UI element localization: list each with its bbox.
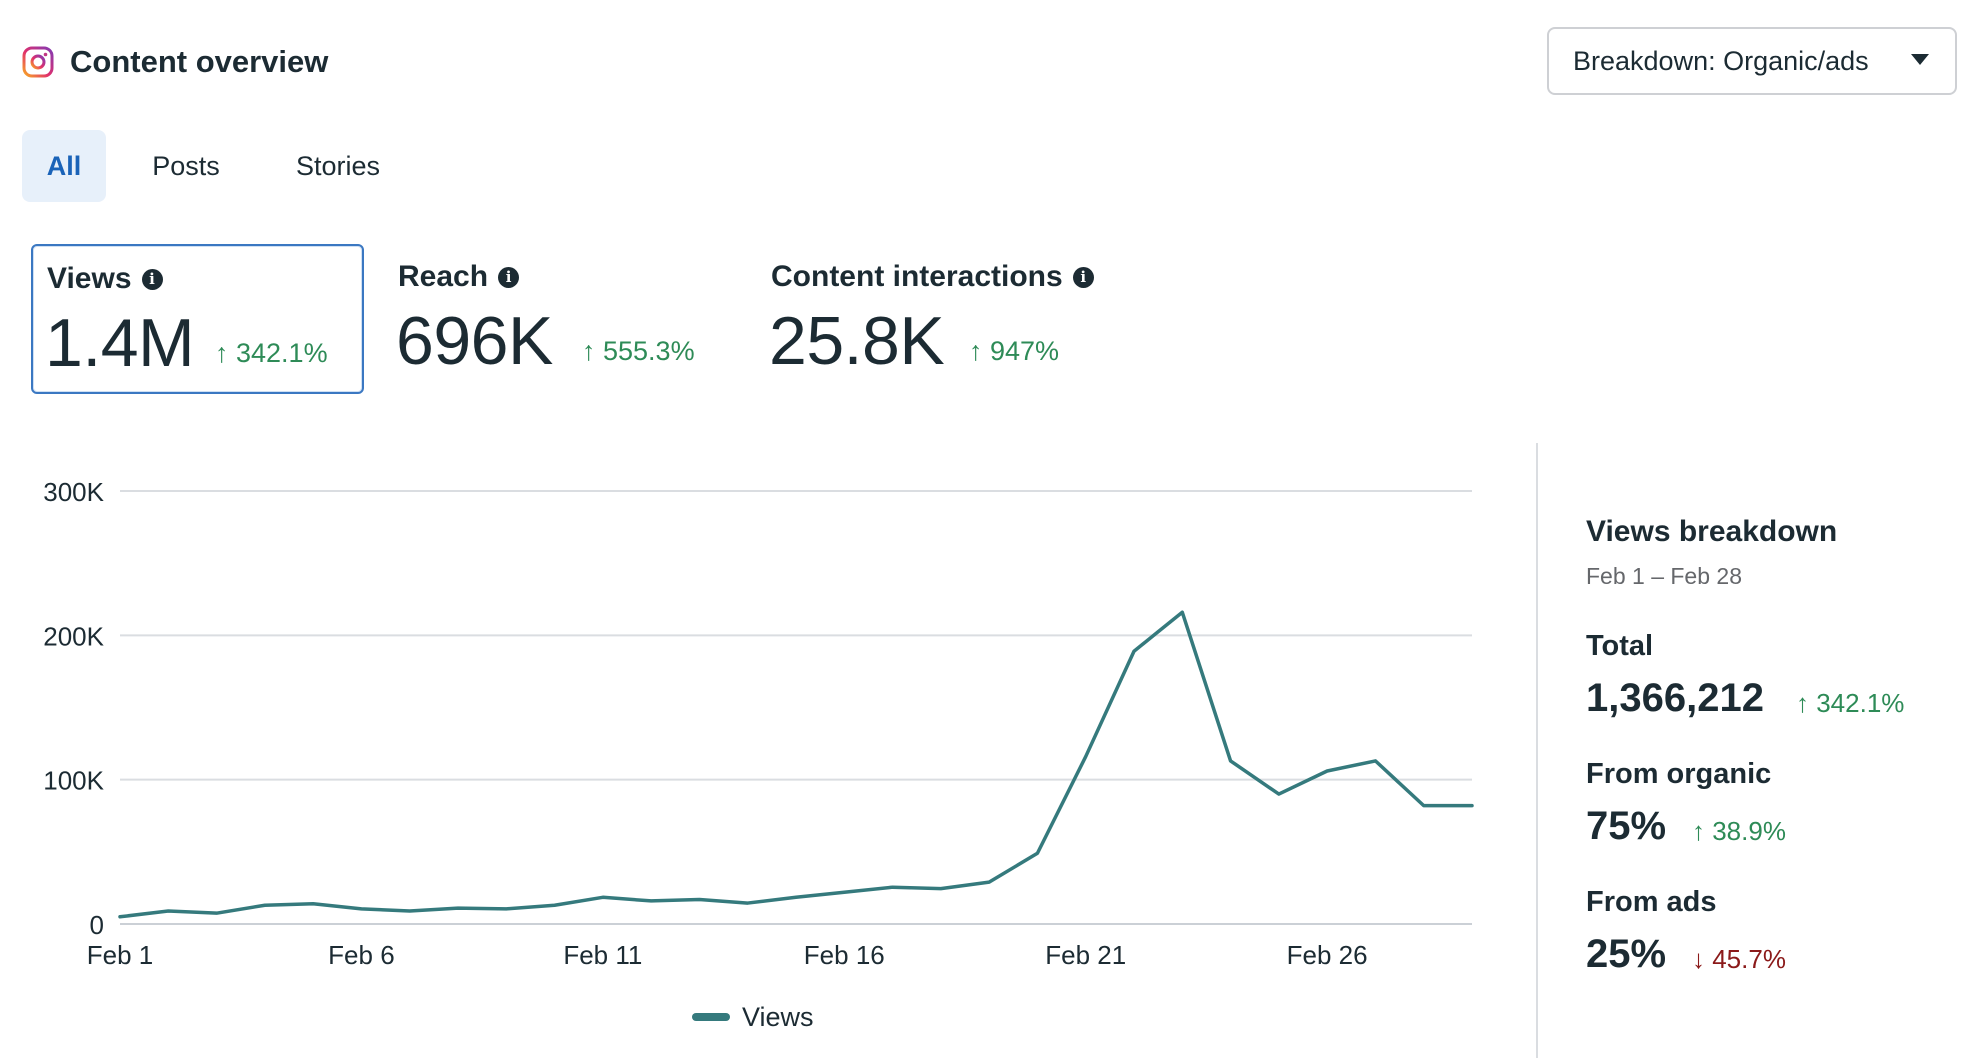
page-title: Content overview (70, 44, 329, 79)
x-tick-label: Feb 26 (1287, 940, 1368, 970)
metric-reach-label: Reach (398, 260, 489, 293)
breakdown-dropdown[interactable]: Breakdown: Organic/ads (1547, 27, 1957, 95)
y-tick-label: 0 (90, 910, 104, 940)
metric-interactions-label: Content interactions (771, 260, 1063, 293)
panel-divider (1536, 443, 1538, 1058)
ads-delta: ↓ 45.7% (1692, 944, 1786, 974)
metric-views-value: 1.4M (45, 305, 195, 381)
organic-value: 75% (1586, 804, 1667, 848)
tab-all-label: All (46, 150, 82, 181)
tab-posts-label: Posts (152, 150, 220, 181)
y-tick-label: 200K (43, 621, 104, 651)
tab-posts[interactable]: Posts (128, 130, 244, 202)
metric-views-label: Views (47, 262, 132, 295)
y-tick-label: 100K (43, 766, 104, 796)
metric-reach-label-row: Reach i (398, 260, 520, 294)
info-icon[interactable]: i (141, 268, 163, 290)
tab-stories-label: Stories (295, 150, 381, 181)
metric-card-reach[interactable]: Reach i 696K ↑ 555.3% (384, 244, 724, 394)
metric-interactions-delta: ↑ 947% (969, 336, 1060, 366)
legend-label-views: Views (742, 1002, 814, 1032)
instagram-icon (22, 46, 54, 78)
x-tick-label: Feb 21 (1045, 940, 1126, 970)
metric-reach-value: 696K (396, 303, 553, 379)
info-icon[interactable]: i (1072, 266, 1094, 288)
views-breakdown-title: Views breakdown (1586, 515, 1838, 548)
series-line-views (118, 610, 1474, 919)
metric-views-label-row: Views i (47, 262, 163, 296)
info-icon[interactable]: i (498, 266, 520, 288)
breakdown-dropdown-label: Breakdown: Organic/ads (1573, 45, 1869, 76)
tab-all[interactable]: All (22, 130, 106, 202)
organic-delta: ↑ 38.9% (1692, 816, 1786, 846)
y-tick-label: 300K (43, 477, 104, 507)
metric-interactions-value: 25.8K (769, 303, 945, 379)
ads-value: 25% (1586, 932, 1667, 976)
views-breakdown-date-range: Feb 1 – Feb 28 (1586, 563, 1742, 589)
metric-card-content-interactions[interactable]: Content interactions i 25.8K ↑ 947% (757, 244, 1157, 394)
metric-reach-delta: ↑ 555.3% (582, 336, 695, 366)
caret-down-icon (1911, 54, 1929, 65)
total-label: Total (1586, 630, 1654, 662)
x-tick-label: Feb 1 (87, 940, 154, 970)
total-delta: ↑ 342.1% (1796, 688, 1905, 718)
x-tick-label: Feb 11 (563, 940, 642, 970)
total-value-number: 1,366,212 (1586, 676, 1764, 720)
x-tick-label: Feb 6 (328, 940, 395, 970)
views-line-chart: 0 100K 200K 300K Feb 1 Feb 6 Feb 11 Feb 16 Feb 2… (43, 477, 1474, 1032)
organic-label: From organic (1586, 758, 1772, 790)
x-tick-label: Feb 16 (804, 940, 885, 970)
ads-label: From ads (1586, 886, 1717, 918)
metric-interactions-label-row: Content interactions i (771, 260, 1094, 294)
tab-stories[interactable]: Stories (272, 130, 404, 202)
metric-views-delta: ↑ 342.1% (215, 338, 328, 368)
total-value: 1,366,212 (1586, 676, 1764, 721)
metric-card-views[interactable]: Views i 1.4M ↑ 342.1% (31, 244, 364, 394)
